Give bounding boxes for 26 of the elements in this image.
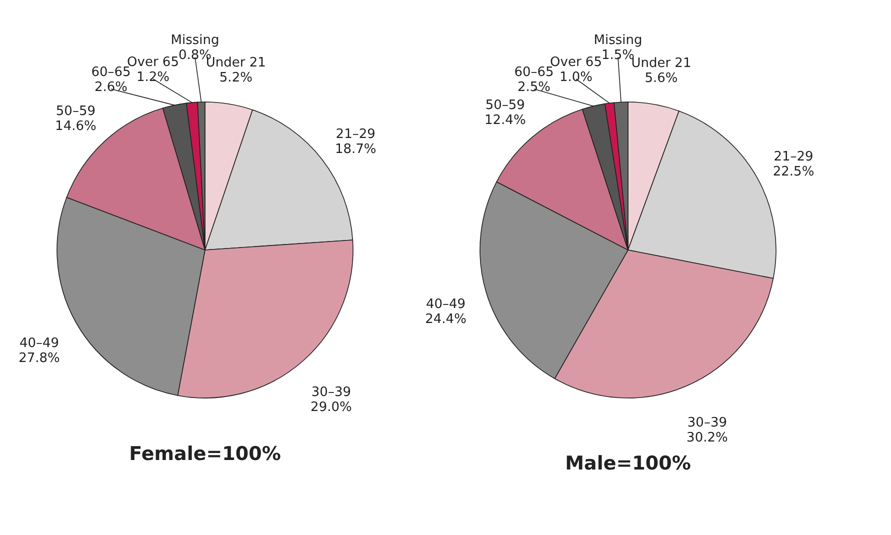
data-label: 22.5% (772, 164, 814, 180)
slice-label: 40–49 (19, 336, 60, 351)
slice-label: 50–59 (56, 104, 96, 119)
data-label: 1.2% (136, 70, 170, 85)
data-label: 12.4% (484, 113, 526, 128)
slice-label: 30–39 (687, 416, 727, 431)
data-label: 5.6% (644, 70, 678, 86)
data-label: 14.6% (55, 118, 96, 134)
data-label: 5.2% (219, 70, 252, 86)
slice-label: 21–29 (336, 127, 376, 142)
slice-label: 50–59 (485, 98, 525, 114)
data-label: 24.4% (425, 312, 466, 327)
slice-label: Missing (594, 33, 642, 48)
data-label: 29.0% (310, 400, 352, 416)
data-label: 30.2% (686, 430, 728, 446)
slice-label: 40–49 (426, 296, 466, 312)
data-label: 2.5% (517, 80, 551, 95)
data-label: 27.8% (18, 350, 60, 366)
slice-label: 30–39 (311, 385, 351, 400)
text: Female=100% (129, 443, 281, 465)
data-label: 1.0% (559, 70, 593, 85)
slice-label: 21–29 (774, 150, 814, 165)
data-label: 2.6% (94, 80, 128, 95)
text: Male=100% (565, 452, 691, 475)
slice-label: Missing (170, 33, 220, 48)
data-label: 18.7% (334, 142, 376, 158)
